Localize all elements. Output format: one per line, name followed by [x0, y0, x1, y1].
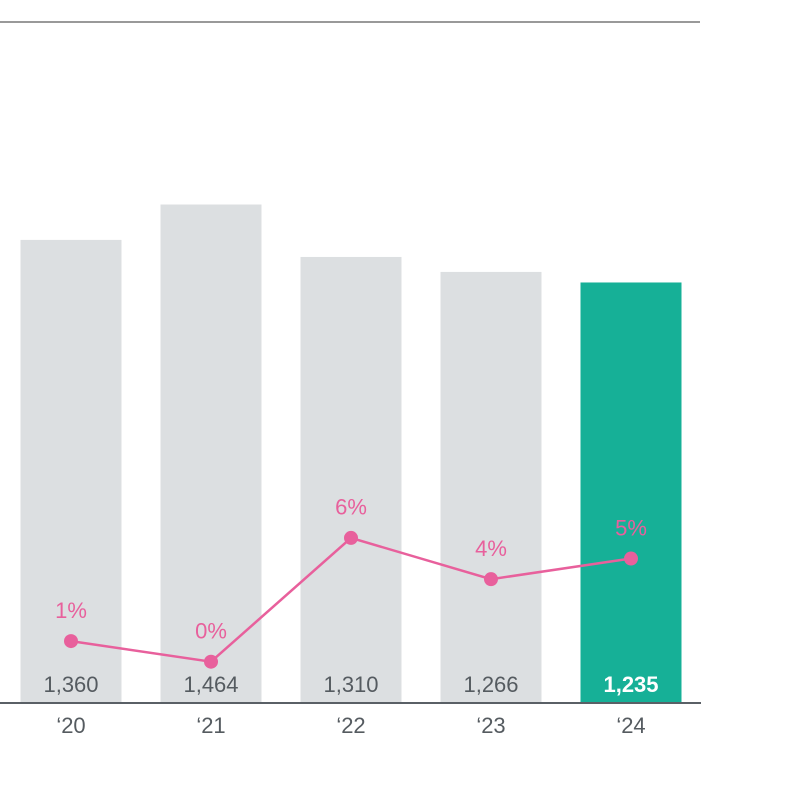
line-value-label: 6% — [335, 495, 367, 520]
line-point — [204, 654, 218, 669]
line-value-label: 4% — [475, 536, 507, 561]
bar-value-label: 1,464 — [183, 672, 238, 697]
x-tick-label: ‘21 — [196, 713, 225, 738]
line-point — [64, 634, 78, 649]
bar-value-label: 1,235 — [603, 672, 658, 697]
line-value-label: 1% — [55, 598, 87, 623]
line-point — [624, 551, 638, 566]
x-tick-label: ‘24 — [616, 713, 645, 738]
line-value-label: 5% — [615, 515, 647, 540]
x-tick-label: ‘20 — [56, 713, 85, 738]
bar-value-label: 1,266 — [463, 672, 518, 697]
bar — [300, 256, 402, 703]
x-tick-label: ‘23 — [476, 713, 505, 738]
line-point — [344, 530, 358, 545]
bar-value-label: 1,360 — [43, 672, 98, 697]
line-value-label: 0% — [195, 619, 227, 644]
x-tick-label: ‘22 — [336, 713, 365, 738]
bar — [440, 271, 542, 703]
bar — [580, 282, 682, 703]
bar-value-label: 1,310 — [323, 672, 378, 697]
bar — [160, 204, 262, 703]
bar — [20, 239, 122, 704]
line-point — [484, 572, 498, 587]
